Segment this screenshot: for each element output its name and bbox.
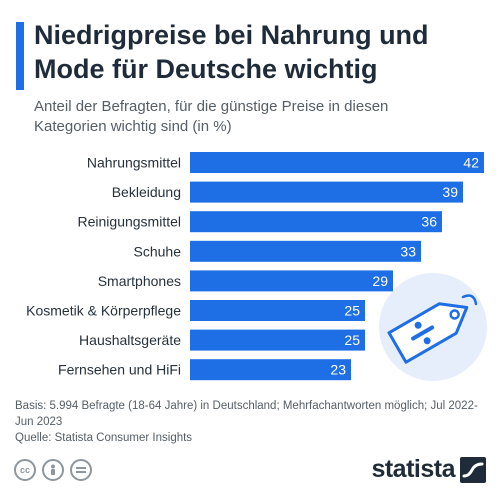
- statista-logo[interactable]: statista: [371, 455, 486, 484]
- category-label: Haushaltsgeräte: [79, 332, 181, 348]
- value-label: 25: [344, 332, 360, 348]
- value-label: 36: [421, 214, 437, 230]
- bar-7: [190, 359, 351, 381]
- value-label: 39: [442, 184, 458, 200]
- source-note: Quelle: Statista Consumer Insights: [15, 432, 193, 444]
- value-label: 42: [463, 155, 479, 171]
- bar-2: [190, 211, 442, 233]
- chart-title: Niedrigpreise bei Nahrung und Mode für D…: [34, 20, 429, 84]
- statista-logo-icon: [460, 456, 486, 483]
- title-accent-bar: [16, 22, 24, 90]
- category-label: Reinigungsmittel: [78, 214, 182, 230]
- category-label: Schuhe: [134, 243, 182, 259]
- brand-name: statista: [371, 455, 455, 483]
- value-label: 33: [400, 243, 416, 259]
- category-label: Nahrungsmittel: [87, 155, 181, 171]
- bar-3: [190, 240, 421, 262]
- license-icons: cc: [14, 459, 92, 481]
- chart-subtitle: Anteil der Befragten, für die günstige P…: [34, 98, 389, 135]
- category-label: Fernsehen und HiFi: [58, 362, 181, 378]
- bar-1: [190, 181, 463, 203]
- value-label: 23: [330, 362, 346, 378]
- basis-note: Basis: 5.994 Befragte (18-64 Jahre) in D…: [15, 400, 478, 428]
- category-label: Bekleidung: [112, 184, 181, 200]
- footnote: Basis: 5.994 Befragte (18-64 Jahre) in D…: [15, 398, 495, 446]
- category-label: Smartphones: [98, 273, 181, 289]
- price-tag-icon: [379, 273, 487, 381]
- bar-4: [190, 270, 393, 292]
- bar-5: [190, 300, 365, 321]
- value-label: 25: [344, 303, 360, 319]
- value-label: 29: [372, 273, 388, 289]
- bar-6: [190, 329, 365, 351]
- equals-icon[interactable]: [70, 459, 92, 481]
- person-icon[interactable]: [42, 459, 64, 481]
- category-label: Kosmetik & Körperpflege: [26, 303, 181, 319]
- cc-icon[interactable]: cc: [14, 459, 36, 481]
- bar-0: [190, 152, 484, 173]
